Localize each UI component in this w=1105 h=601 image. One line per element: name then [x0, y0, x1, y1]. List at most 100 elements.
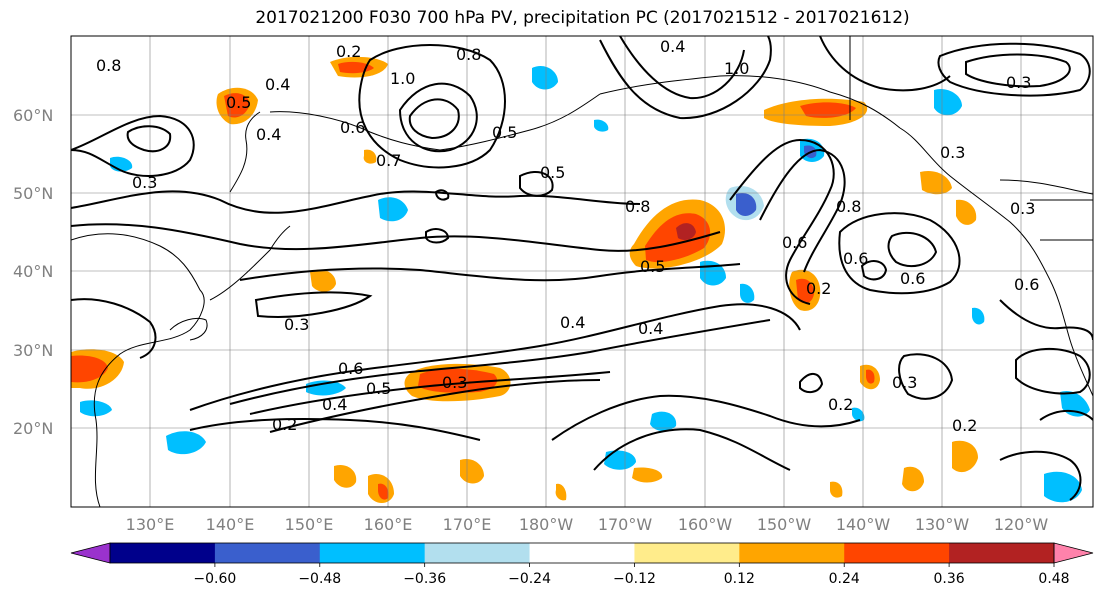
contour-label: 0.8	[836, 197, 861, 216]
precip-positive-region	[363, 149, 377, 164]
precip-negative-region	[166, 431, 206, 455]
contour-label: 0.4	[560, 313, 585, 332]
precip-positive-region	[920, 170, 952, 195]
precip-negative-region	[972, 307, 985, 325]
contour-label: 0.2	[272, 415, 297, 434]
precip-positive-region	[71, 355, 108, 383]
lon-label: 150°E	[285, 515, 334, 534]
colorbar-segment	[110, 543, 216, 563]
precip-negative-region	[852, 407, 865, 422]
contour-label: 0.7	[376, 151, 401, 170]
colorbar-segment	[949, 543, 1055, 563]
lon-label: 170°E	[443, 515, 492, 534]
precip-positive-region	[334, 464, 357, 488]
precip-positive-region	[952, 440, 978, 473]
colorbar-tick-label: 0.36	[934, 571, 965, 587]
precip-positive-region	[460, 458, 484, 484]
colorbar-segment	[319, 543, 426, 563]
colorbar-outline	[109, 542, 1055, 564]
map-frame	[70, 35, 1094, 508]
contour-label: 0.3	[940, 143, 965, 162]
contour-label: 0.6	[338, 359, 363, 378]
contour-label: 0.2	[952, 416, 977, 435]
contour-label: 0.4	[265, 75, 290, 94]
contour-label: 0.3	[892, 373, 917, 392]
contour-label: 0.5	[492, 123, 517, 142]
contour-label: 0.3	[1010, 199, 1035, 218]
longitude-labels: 130°E 140°E 150°E 160°E 170°E 180°W 170°…	[126, 515, 1049, 534]
colorbar-extend-high	[1053, 542, 1094, 564]
precip-positive-region	[796, 278, 814, 304]
colorbar-extend-low	[70, 542, 111, 564]
contour-label: 0.5	[366, 379, 391, 398]
colorbar-segment	[844, 543, 950, 563]
precip-positive-region	[310, 269, 336, 292]
precip-negative-region	[378, 197, 408, 222]
contour-label: 0.6	[1014, 275, 1039, 294]
precip-negative-region	[650, 411, 677, 432]
lat-label: 60°N	[13, 106, 53, 125]
latitude-labels: 60°N 50°N 40°N 30°N 20°N	[13, 106, 53, 438]
pv-contours	[71, 36, 1093, 501]
colorbar: −0.60 −0.48 −0.36 −0.24 −0.12 0.12 0.24 0.36 0.4…	[70, 542, 1094, 587]
lon-label: 140°W	[836, 515, 891, 534]
colorbar-tick-label: −0.60	[193, 571, 236, 587]
contour-label: 0.6	[340, 118, 365, 137]
precip-negative-region	[594, 119, 609, 132]
lon-label: 150°W	[757, 515, 812, 534]
contour-label: 0.8	[625, 197, 650, 216]
precip-negative-region	[740, 283, 755, 303]
contour-label: 0.4	[660, 37, 685, 56]
contour-label: 0.6	[900, 269, 925, 288]
lat-label: 50°N	[13, 184, 53, 203]
contour-label: 0.2	[336, 42, 361, 61]
precip-positive-region	[902, 466, 924, 492]
colorbar-segment	[214, 543, 321, 563]
contour-label: 0.2	[828, 395, 853, 414]
contour-labels: 0.8 0.2 0.8 0.4 1.0 0.6 0.5 0.4 0.8 0.7 …	[96, 37, 1039, 435]
precip-negative-region	[934, 88, 962, 116]
precip-negative-region	[1044, 471, 1082, 503]
contour-label: 0.6	[782, 233, 807, 252]
colorbar-segment	[739, 543, 845, 563]
precip-positive-region	[418, 368, 498, 393]
colorbar-tick-label: 0.12	[724, 571, 755, 587]
colorbar-tick-label: 0.48	[1038, 571, 1069, 587]
contour-label: 0.5	[226, 93, 251, 112]
precip-positive-region	[800, 102, 856, 118]
colorbar-tick-label: 0.24	[829, 571, 860, 587]
colorbar-tick-label: −0.24	[508, 571, 551, 587]
contour-label: 0.3	[442, 373, 467, 392]
lat-label: 30°N	[13, 341, 53, 360]
lon-label: 160°W	[678, 515, 733, 534]
precip-positive-region	[555, 483, 567, 501]
contour-label: 0.3	[284, 315, 309, 334]
colorbar-tick-label: −0.12	[613, 571, 656, 587]
contour-label: 0.5	[640, 257, 665, 276]
contour-label: 0.8	[96, 56, 121, 75]
colorbar-segment	[529, 543, 635, 563]
colorbar-segment	[634, 543, 740, 563]
contour-label: 0.8	[456, 45, 481, 64]
colorbar-tick-label: −0.48	[298, 571, 341, 587]
colorbar-tick-label: −0.36	[403, 571, 446, 587]
precip-positive-region	[224, 93, 250, 118]
precip-positive-region	[866, 369, 875, 384]
precipitation-shading	[71, 56, 1090, 503]
precip-positive-region	[956, 199, 977, 225]
contour-label: 0.3	[132, 173, 157, 192]
coastlines	[71, 36, 1093, 507]
precip-negative-region	[532, 65, 558, 90]
lon-label: 180°W	[519, 515, 574, 534]
lon-label: 170°W	[598, 515, 653, 534]
contour-label: 0.6	[843, 249, 868, 268]
contour-label: 0.4	[256, 125, 281, 144]
precip-positive-region	[378, 483, 389, 500]
contour-label: 0.3	[1006, 73, 1031, 92]
lon-label: 160°E	[364, 515, 413, 534]
precip-positive-region	[645, 213, 711, 263]
precip-positive-region	[676, 223, 696, 240]
lon-label: 140°E	[206, 515, 255, 534]
lon-label: 120°W	[994, 515, 1049, 534]
